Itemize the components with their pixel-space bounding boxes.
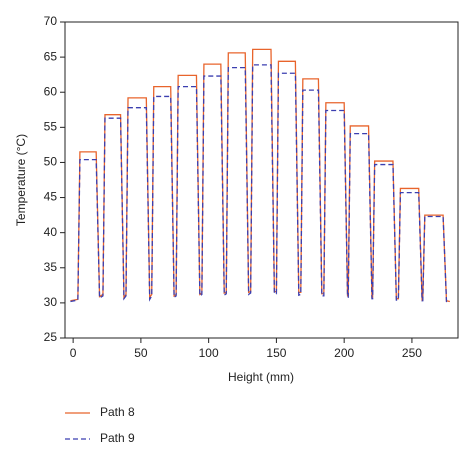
x-tick-label: 100 [199, 346, 219, 360]
series-line [70, 64, 451, 303]
x-tick-label: 0 [70, 346, 77, 360]
y-axis-label: Temperature (°C) [14, 134, 28, 226]
x-axis-label: Height (mm) [228, 370, 294, 384]
y-tick-label: 25 [44, 330, 58, 344]
y-tick-label: 30 [44, 295, 58, 309]
series-line [70, 48, 451, 303]
y-tick-label: 70 [44, 14, 58, 28]
y-tick-label: 60 [44, 84, 58, 98]
y-tick-label: 45 [44, 190, 58, 204]
y-tick-label: 65 [44, 49, 58, 63]
x-tick-label: 200 [334, 346, 354, 360]
y-tick-label: 55 [44, 120, 58, 134]
x-tick-label: 150 [266, 346, 286, 360]
legend-label: Path 9 [100, 431, 135, 445]
x-tick-label: 250 [402, 346, 422, 360]
legend-label: Path 8 [100, 405, 135, 419]
y-tick-label: 35 [44, 260, 58, 274]
plot-frame [64, 21, 459, 339]
y-tick-label: 40 [44, 225, 58, 239]
x-tick-label: 50 [134, 346, 148, 360]
y-tick-label: 50 [44, 155, 58, 169]
